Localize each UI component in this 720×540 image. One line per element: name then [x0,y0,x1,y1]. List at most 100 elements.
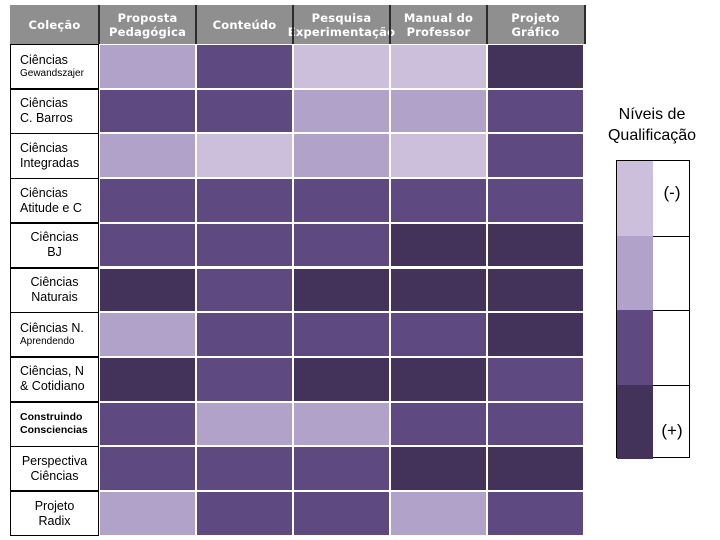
heatmap-cell-r4-c1 [196,222,293,268]
row-label-3-line-0: Ciências [20,185,68,200]
header-separator [292,5,294,44]
row-label-3: Ciências Atitude e C [10,178,99,224]
legend-title: Níveis de Qualificação [596,104,708,146]
heatmap-cell-r6-c0 [99,312,196,357]
column-header-0: Coleção [10,5,99,44]
row-label-8: Construindo Consciencias [10,401,99,447]
heatmap-cell-r5-c4 [487,267,584,313]
row-label-1: Ciências C. Barros [10,88,99,134]
row-label-8-line-0: Construindo [20,411,83,424]
heatmap-cell-r10-c2 [293,491,390,536]
heatmap-cell-r1-c2 [293,88,390,134]
heatmap-cell-r3-c3 [390,178,487,223]
column-header-3-line-0: Pesquisa [311,10,372,25]
heatmap-cell-r7-c3 [390,356,487,402]
heatmap-cell-r9-c2 [293,446,390,491]
row-label-4-line-0: Ciências [30,230,79,245]
legend-separator [653,235,690,237]
heatmap-cell-r8-c1 [196,401,293,447]
heatmap-cell-r7-c4 [487,356,584,402]
row-label-4-line-1: BJ [47,245,62,260]
legend-swatch-4 [617,384,653,459]
heatmap-cell-r5-c3 [390,267,487,313]
row-label-10-line-1: Radix [38,513,71,528]
row-label-0: Ciências Gewandszajer [10,44,99,90]
legend-low-label: (-) [663,183,681,202]
heatmap-cell-r10-c0 [99,491,196,536]
row-label-6-line-1: Aprendendo [20,336,75,348]
column-header-4-line-0: Manual do [403,10,474,25]
row-label-1-line-1: C. Barros [20,111,73,126]
row-label-9-line-0: Perspectiva [21,453,88,468]
row-label-5: Ciências Naturais [10,267,99,313]
heatmap-cell-r3-c1 [196,178,293,223]
heatmap-cell-r7-c0 [99,356,196,402]
row-label-5-line-1: Naturais [31,290,78,305]
heatmap-cell-r4-c4 [487,222,584,268]
row-label-10: Projeto Radix [10,491,99,537]
header-separator [584,5,586,44]
column-header-0-line-0: Coleção [28,17,81,32]
heatmap-cell-r9-c1 [196,446,293,491]
column-header-3: Pesquisa Experimentação [288,5,395,44]
heatmap-cell-r5-c1 [196,267,293,313]
row-label-2-line-1: Integradas [20,155,80,170]
heatmap-cell-r0-c1 [196,44,293,89]
row-label-6: Ciências N. Aprendendo [10,312,99,358]
heatmap-cell-r5-c2 [293,267,390,313]
column-header-5: Projeto Gráfico [487,5,584,44]
heatmap-cell-r2-c4 [487,133,584,179]
legend-title-line-2: Qualificação [607,127,697,144]
row-label-2-line-0: Ciências [20,140,68,155]
legend-separator [653,384,690,386]
heatmap-cell-r2-c1 [196,133,293,179]
heatmap-cell-r6-c1 [196,312,293,357]
heatmap-cell-r4-c3 [390,222,487,268]
row-label-7-line-0: Ciências, N [20,364,84,379]
heatmap-cell-r9-c4 [487,446,584,491]
heatmap-cell-r1-c4 [487,88,584,134]
heatmap-cell-r0-c4 [487,44,584,89]
heatmap-cell-r10-c3 [390,491,487,536]
header-separator [486,5,488,44]
heatmap-cell-r3-c4 [487,178,584,223]
heatmap-cell-r4-c0 [99,222,196,268]
column-header-3-line-1: Experimentação [287,24,396,39]
heatmap-cell-r9-c3 [390,446,487,491]
row-label-0-line-0: Ciências [20,53,68,68]
row-label-0-line-1: Gewandszajer [20,68,84,80]
heatmap-cell-r8-c0 [99,401,196,447]
row-label-7: Ciências, N & Cotidiano [10,356,99,403]
heatmap-cell-r1-c0 [99,88,196,134]
heatmap-cell-r0-c2 [293,44,390,89]
heatmap-cell-r9-c0 [99,446,196,491]
legend-swatch-1 [617,161,653,236]
row-label-1-line-0: Ciências [20,96,68,111]
heatmap-cell-r8-c2 [293,401,390,447]
row-label-8-line-1: Consciencias [20,424,88,437]
heatmap-cell-r6-c3 [390,312,487,357]
heatmap-cell-r1-c1 [196,88,293,134]
heatmap-cell-r8-c3 [390,401,487,447]
header-separator [195,5,197,44]
row-label-2: Ciências Integradas [10,133,99,179]
column-header-2: Conteúdo [196,5,293,44]
heatmap-cell-r6-c4 [487,312,584,357]
heatmap-cell-r10-c4 [487,491,584,536]
column-header-4-line-1: Professor [406,24,471,39]
heatmap-cell-r3-c0 [99,178,196,223]
legend-title-line-1: Níveis de [618,106,686,123]
row-label-7-line-1: & Cotidiano [20,379,85,394]
heatmap-cell-r6-c2 [293,312,390,357]
header-separator [389,5,391,44]
column-header-1: Proposta Pedagógica [99,5,196,44]
legend-swatch-2 [617,235,653,310]
heatmap-cell-r2-c2 [293,133,390,179]
legend: (-) (+) [616,160,690,459]
legend-separator [653,310,690,311]
column-header-1-line-1: Pedagógica [108,24,187,39]
heatmap-cell-r0-c3 [390,44,487,89]
legend-swatch-3 [617,310,653,385]
heatmap-cell-r4-c2 [293,222,390,268]
heatmap-cell-r8-c4 [487,401,584,447]
